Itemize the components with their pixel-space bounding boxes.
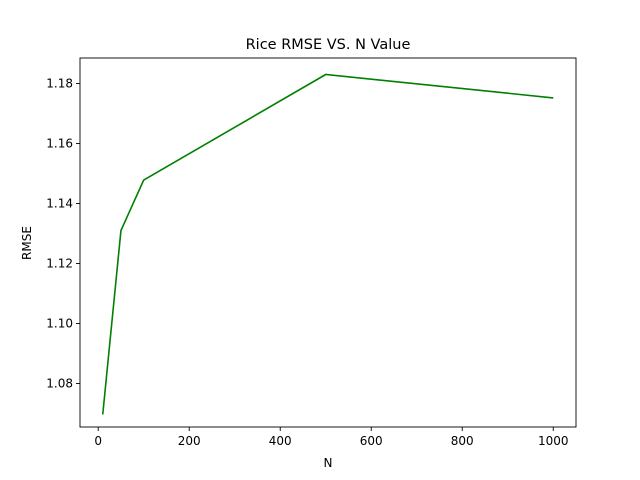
x-tick-label: 1000 — [538, 434, 569, 448]
plot-area — [79, 57, 577, 428]
x-tick-label: 200 — [178, 434, 201, 448]
series-line-rmse — [101, 73, 554, 415]
y-tick-label: 1.18 — [46, 77, 73, 91]
chart-title: Rice RMSE VS. N Value — [246, 37, 411, 53]
y-axis-ticks: 1.08 1.10 1.12 1.14 1.16 1.18 — [46, 77, 80, 391]
y-tick-label: 1.14 — [46, 197, 73, 211]
y-tick-label: 1.12 — [46, 257, 73, 271]
y-tick-label: 1.16 — [46, 137, 73, 151]
x-tick-label: 800 — [451, 434, 474, 448]
x-tick-label: 400 — [269, 434, 292, 448]
plot-frame — [79, 57, 577, 428]
y-axis-label: RMSE — [20, 226, 34, 260]
x-tick-label: 0 — [94, 434, 102, 448]
x-axis-label: N — [324, 456, 333, 470]
y-tick-label: 1.08 — [46, 377, 73, 391]
x-tick-label: 600 — [360, 434, 383, 448]
y-tick-label: 1.10 — [46, 317, 73, 331]
x-axis-ticks: 0 200 400 600 800 1000 — [94, 427, 569, 448]
